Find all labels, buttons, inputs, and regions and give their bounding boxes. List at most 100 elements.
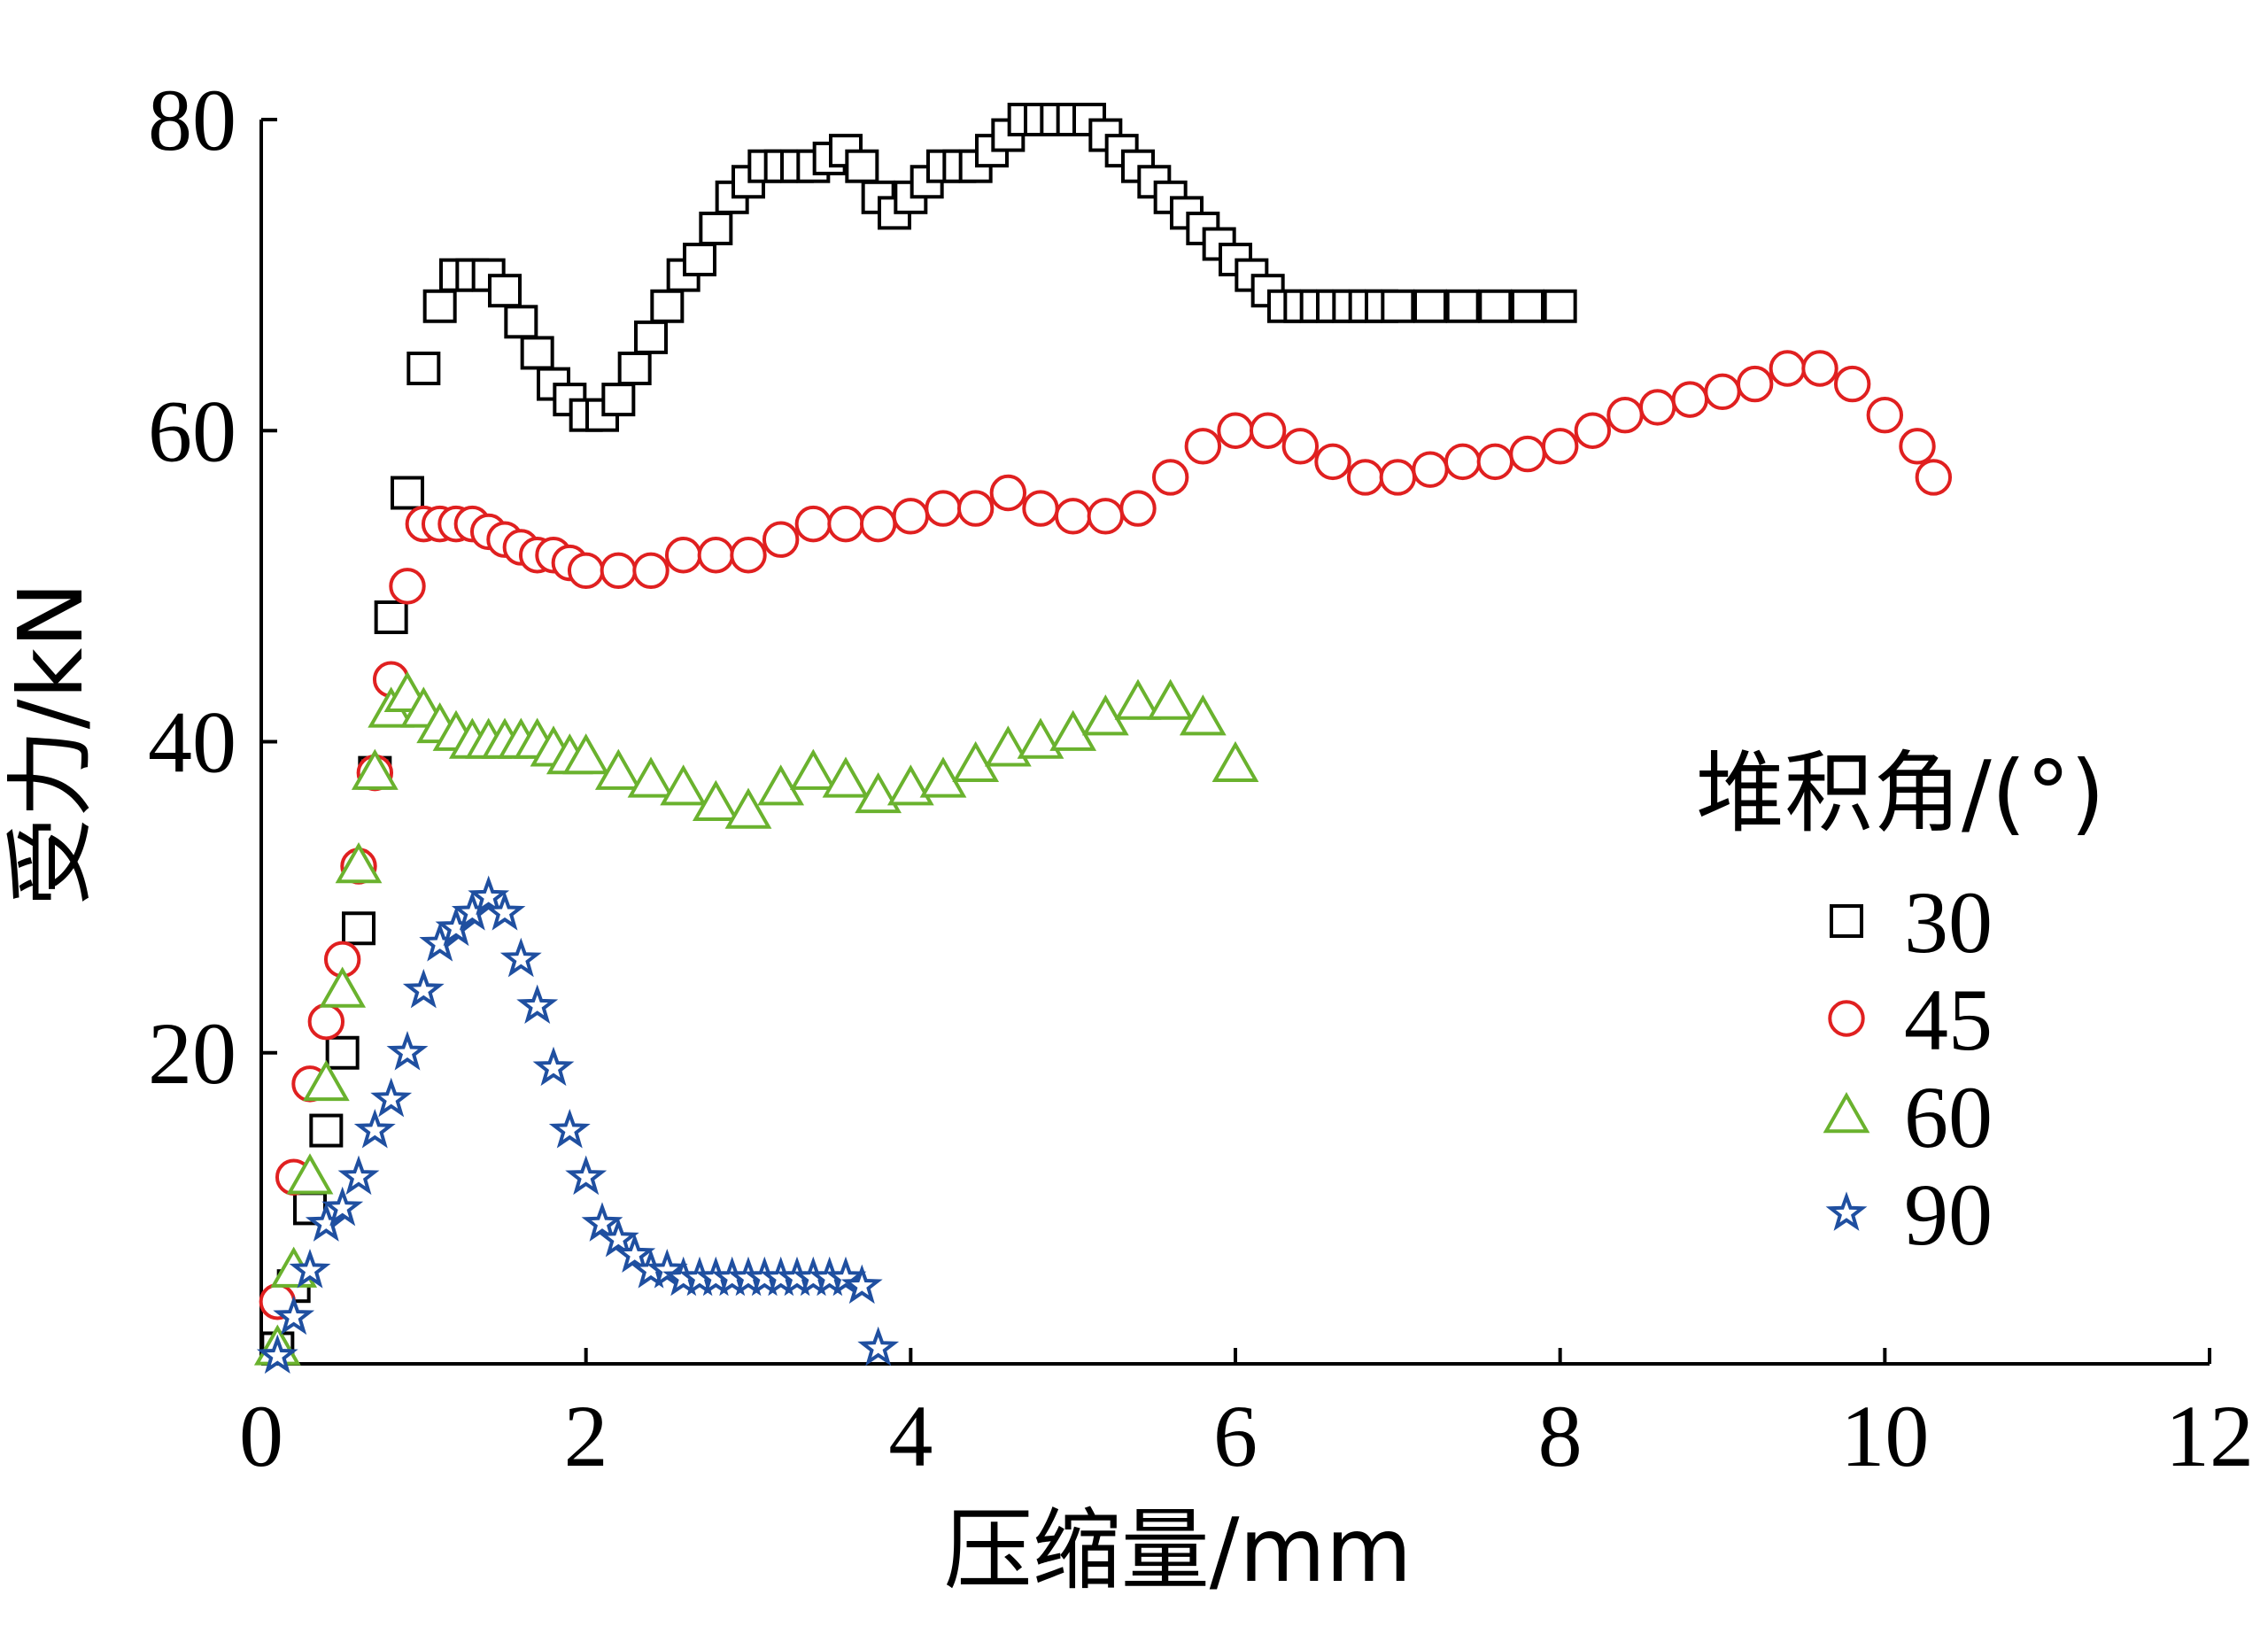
x-axis-title: 压缩量/mm — [944, 1498, 1413, 1602]
data-point-60 — [952, 740, 1000, 783]
data-point-30 — [699, 211, 733, 245]
legend-label-90: 90 — [1904, 1165, 1993, 1264]
data-point-60 — [692, 779, 739, 821]
data-point-45 — [1541, 428, 1579, 465]
data-point-45 — [1119, 490, 1157, 527]
data-point-90 — [386, 1031, 429, 1071]
data-point-45 — [1606, 396, 1644, 434]
data-point-90 — [337, 1155, 380, 1196]
data-point-45 — [1638, 389, 1676, 426]
data-point-90 — [646, 1248, 688, 1289]
data-point-45 — [892, 498, 930, 535]
data-point-45 — [794, 505, 832, 543]
legend-marker-60 — [1823, 1092, 1870, 1134]
data-point-45 — [989, 474, 1027, 512]
legend-label-30: 30 — [1904, 873, 1993, 972]
series-90 — [256, 875, 900, 1374]
data-point-90 — [516, 984, 559, 1025]
x-tick-label: 0 — [239, 1387, 283, 1485]
data-point-60 — [822, 756, 870, 798]
data-point-45 — [762, 521, 800, 558]
y-axis-title: 受力/kN — [0, 582, 103, 906]
data-point-60 — [594, 748, 642, 790]
data-point-45 — [925, 490, 962, 527]
data-point-90 — [273, 1295, 315, 1336]
data-point-30 — [406, 352, 441, 385]
data-point-30 — [1445, 289, 1480, 323]
legend-label-60: 60 — [1904, 1068, 1993, 1166]
data-point-45 — [1899, 428, 1936, 465]
axis-ticks: 0 2 4 6 8 10 12 20 40 60 80 — [148, 71, 2254, 1485]
data-point-45 — [1379, 459, 1417, 496]
data-point-45 — [1087, 498, 1125, 535]
data-point-30 — [845, 149, 879, 183]
legend-marker-30 — [1830, 904, 1863, 938]
data-point-45 — [1671, 381, 1709, 418]
data-point-60 — [886, 764, 934, 806]
data-point-30 — [1511, 289, 1544, 323]
y-tick-label: 20 — [148, 1004, 236, 1103]
data-point-90 — [353, 1108, 396, 1149]
data-point-45 — [1801, 350, 1838, 387]
data-point-45 — [1054, 498, 1092, 535]
data-point-60 — [1017, 717, 1064, 759]
legend-marker-45 — [1828, 1000, 1865, 1037]
data-point-45 — [1476, 443, 1514, 481]
data-point-45 — [1509, 435, 1546, 473]
data-point-30 — [520, 336, 554, 370]
data-point-30 — [342, 911, 375, 946]
data-point-60 — [1147, 678, 1195, 720]
y-tick-label: 40 — [148, 693, 236, 792]
y-tick-label: 80 — [148, 71, 236, 169]
data-point-60 — [919, 756, 967, 798]
data-point-60 — [789, 748, 837, 790]
data-point-90 — [321, 1186, 364, 1227]
data-point-45 — [1249, 412, 1287, 449]
data-point-30 — [683, 243, 716, 277]
data-point-45 — [730, 537, 767, 574]
data-point-60 — [1211, 740, 1259, 783]
data-point-45 — [1184, 428, 1222, 465]
data-point-90 — [532, 1046, 575, 1087]
data-point-45 — [1574, 412, 1612, 449]
data-point-90 — [565, 1155, 608, 1196]
data-point-90 — [484, 891, 526, 931]
series-layer — [253, 103, 1953, 1374]
series-30 — [260, 103, 1577, 1366]
data-point-30 — [650, 289, 685, 323]
data-point-60 — [351, 748, 399, 790]
data-point-60 — [627, 756, 675, 798]
data-point-45 — [1736, 365, 1774, 403]
data-point-45 — [664, 537, 702, 574]
data-point-45 — [1769, 350, 1807, 387]
x-tick-label: 6 — [1213, 1387, 1258, 1485]
data-point-60 — [757, 764, 805, 806]
data-point-30 — [601, 383, 636, 417]
data-point-60 — [286, 1153, 334, 1195]
x-tick-label: 10 — [1840, 1387, 1929, 1485]
data-point-30 — [422, 289, 457, 323]
data-point-90 — [548, 1108, 591, 1149]
data-point-45 — [859, 505, 897, 543]
data-point-60 — [660, 764, 708, 806]
data-point-90 — [597, 1217, 639, 1258]
x-tick-label: 4 — [888, 1387, 933, 1485]
data-point-90 — [402, 968, 445, 1009]
data-point-30 — [488, 274, 522, 308]
data-point-45 — [1022, 490, 1059, 527]
x-tick-label: 12 — [2165, 1387, 2254, 1485]
data-point-30 — [1543, 289, 1577, 323]
data-point-45 — [1833, 365, 1871, 403]
data-point-90 — [289, 1248, 331, 1289]
data-point-30 — [309, 1113, 344, 1148]
data-point-60 — [335, 842, 383, 884]
x-tick-label: 8 — [1538, 1387, 1583, 1485]
data-point-60 — [724, 787, 772, 829]
data-point-90 — [370, 1077, 413, 1118]
data-point-45 — [1412, 451, 1449, 488]
data-point-60 — [984, 725, 1032, 767]
data-point-30 — [504, 305, 538, 339]
data-point-60 — [562, 733, 610, 775]
